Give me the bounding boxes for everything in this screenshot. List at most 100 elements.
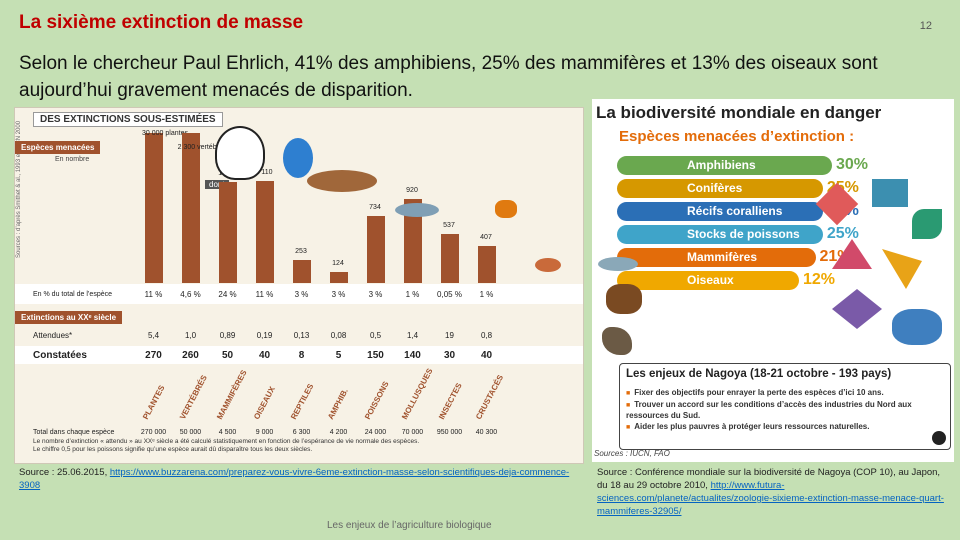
total-cell: 950 000 [436,428,463,436]
source-right-link[interactable]: http://www.futura-sciences.com/planete/a… [597,480,944,517]
category-label: MAMMIFÈRES [215,368,249,421]
percent-cell: 1 % [479,289,494,299]
slide-title: La sixième extinction de masse [19,12,304,33]
parrot-illustration [283,138,313,178]
observed-cell: 140 [404,349,421,361]
threat-percent: 30% [836,156,869,173]
category-labels: PLANTES VERTÉBRÉS MAMMIFÈRES OISEAUX REPTILE… [15,366,583,428]
observed-cell: 50 [221,349,234,361]
nagoya-title: Les enjeux de Nagoya (18-21 octobre - 19… [626,368,892,380]
total-cell: 50 000 [179,428,202,436]
nagoya-bullet: Trouver un accord sur les conditions d’a… [626,400,936,421]
total-cell: 6 300 [292,428,311,436]
threat-category-bar: Amphibiens [617,156,832,175]
category-label: OISEAUX [252,384,277,421]
nagoya-bullet: Fixer des objectifs pour enrayer la pert… [626,388,936,399]
totals-row: Total dans chaque espèce 270 000 50 000 4 … [15,426,583,438]
extinction-infographic: Sources : d’après Smithet & al., 1993 et… [14,107,584,464]
category-label: PLANTES [141,383,167,421]
total-cell: 4 500 [218,428,237,436]
panda-illustration [215,126,265,180]
origami-animals-illustration [812,169,952,359]
total-cell: 40 300 [475,428,498,436]
observed-row: Constatées 270 260 50 40 8 5 150 140 30 40 [15,348,583,362]
threatened-bar [144,133,163,283]
source-left-link[interactable]: https://www.buzzarena.com/preparez-vous-… [19,467,570,491]
threatened-value-label: 920 [406,186,418,194]
threatened-bar [477,245,496,283]
percent-label: En % du total de l’espèce [33,290,112,298]
page-number: 12 [919,20,932,32]
threatened-value-label: 30 000 plantes [142,130,188,137]
threatened-bar [403,198,422,283]
threat-category-bar: Oiseaux [617,271,799,290]
figure-subtitle: Espèces menacées d’extinction : [619,128,855,145]
figure-heading: DES EXTINCTIONS SOUS-ESTIMÉES [33,112,223,127]
percent-row: En % du total de l’espèce 11 % 4,6 % 24 % 1… [15,286,583,302]
expected-cell: 0,13 [293,330,310,340]
slide-footer: Les enjeux de l’agriculture biologique [327,520,492,531]
turtle-illustration [307,170,377,192]
category-label: AMPHIB. [326,386,350,421]
percent-cell: 3 % [368,289,383,299]
category-label: CRUSTACÉS [474,373,506,421]
total-cell: 9 000 [255,428,274,436]
expected-cell: 5,4 [147,330,160,340]
threatened-bar [366,215,385,283]
percent-cell: 3 % [294,289,309,299]
category-label: VERTÉBRÉS [178,373,209,421]
category-label: REPTILES [289,382,316,421]
percent-cell: 24 % [218,289,237,299]
threatened-value-label: 2 300 vertébrés [177,144,227,151]
category-label: INSECTES [437,381,464,421]
total-cell: 4 200 [329,428,348,436]
observed-cell: 150 [367,349,384,361]
nagoya-box: Les enjeux de Nagoya (18-21 octobre - 19… [619,363,951,450]
category-label: POISSONS [363,379,391,421]
crab-illustration [535,258,561,272]
figure-title: La biodiversité mondiale en danger [596,103,882,122]
totals-label: Total dans chaque espèce [33,428,115,436]
extinctions-label: Extinctions au XXᵉ siècle [15,311,123,324]
threat-category-bar: Récifs coralliens [617,202,823,221]
percent-cell: 11 % [144,289,163,299]
percent-cell: 1 % [405,289,420,299]
threat-percent: 12% [803,271,836,288]
threatened-value-label: 734 [369,203,381,211]
percent-cell: 3 % [331,289,346,299]
footnote-1: Le nombre d’extinction « attendu » au XX… [33,438,420,445]
expected-cell: 0,19 [256,330,273,340]
nagoya-bullet: Aider les plus pauvres à protéger leurs … [626,422,936,433]
source-left-prefix: Source : 25.06.2015, [19,467,110,478]
threatened-value-label: 253 [295,247,307,255]
expected-cell: 0,08 [330,330,347,340]
threatened-bar [329,271,348,283]
observed-cell: 5 [335,349,342,361]
total-cell: 70 000 [401,428,424,436]
observed-cell: 40 [258,349,271,361]
expected-row: Attendues* 5,4 1,0 0,89 0,19 0,13 0,08 0,5 1,4 1… [15,328,583,342]
threatened-bar [181,133,200,283]
source-right: Source : Conférence mondiale sur la biod… [597,466,947,518]
source-right-prefix: Source : Conférence mondiale sur la biod… [597,467,941,491]
percent-cell: 4,6 % [180,289,201,299]
category-label: MOLLUSQUES [400,366,435,421]
percent-cell: 11 % [255,289,274,299]
threatened-label: Espèces menacées [15,141,101,154]
threatened-bar [255,181,274,283]
expected-cell: 0,8 [480,330,493,340]
threatened-value-label: 124 [332,259,344,267]
bear-photo [606,284,642,314]
expected-cell: 19 [445,330,454,340]
percent-cell: 0,05 % [437,289,462,299]
observed-cell: 260 [182,349,199,361]
observed-cell: 40 [480,349,493,361]
expected-cell: 1,4 [406,330,419,340]
threat-category-bar: Conifères [617,179,823,198]
fish-illustration [395,203,439,217]
threatened-bar [218,182,237,283]
fish-photo [598,257,638,271]
observed-label: Constatées [33,349,87,361]
footnote-2: Le chiffre 0,5 pour les poissons signifi… [33,446,313,453]
